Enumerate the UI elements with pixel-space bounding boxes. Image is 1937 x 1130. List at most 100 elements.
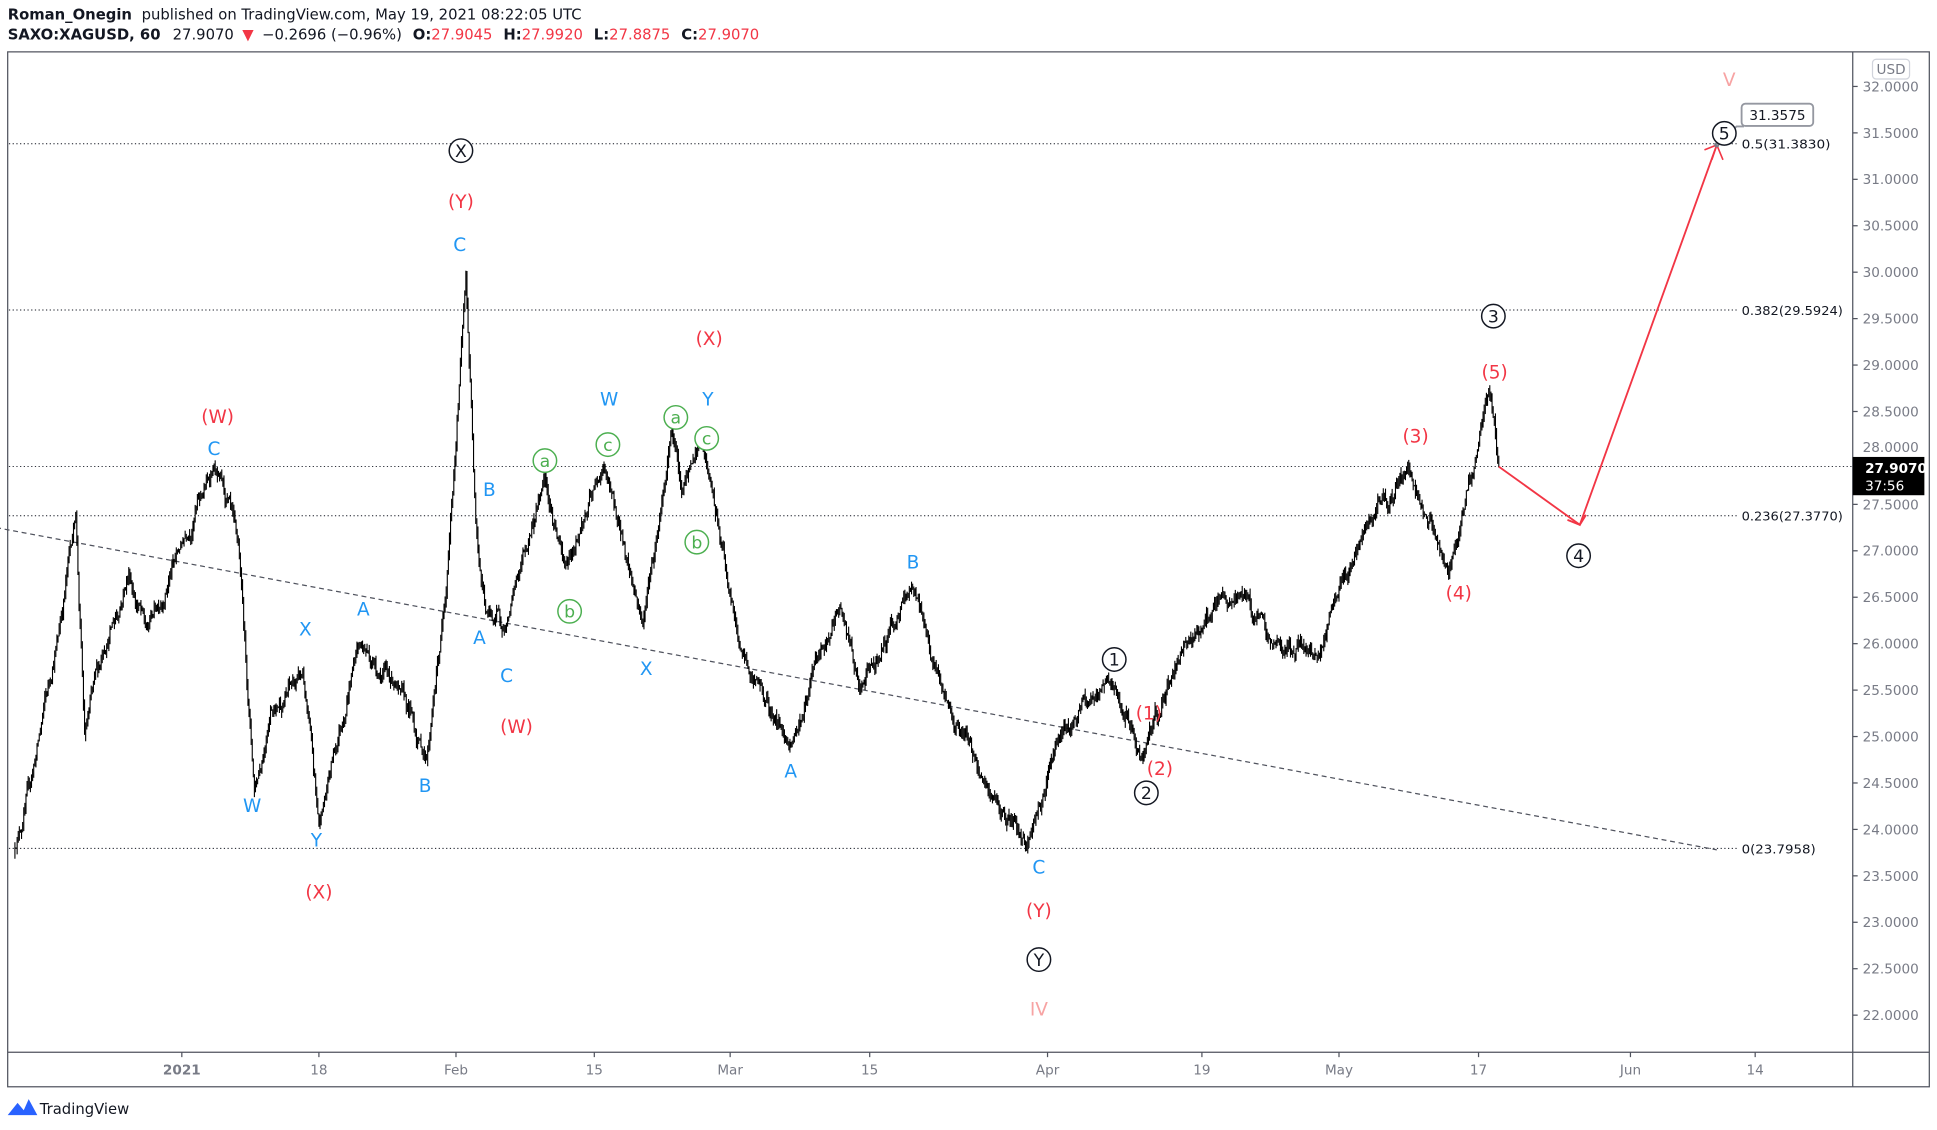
wave-label-text: 3 <box>1488 307 1499 327</box>
wave-label[interactable]: (1) <box>1136 703 1162 724</box>
currency-label: USD <box>1877 62 1906 78</box>
wave-label[interactable]: B <box>419 776 432 797</box>
price-tick-label: 27.5000 <box>1863 497 1919 513</box>
wave-label[interactable]: W <box>243 796 261 817</box>
wave-circle-icon <box>557 598 583 624</box>
wave-label[interactable]: 1 <box>1101 647 1127 672</box>
wave-label[interactable]: W <box>600 390 618 411</box>
wave-label[interactable]: C <box>207 439 220 460</box>
wave-label[interactable]: a <box>663 404 689 430</box>
wave-circle-icon <box>663 404 689 430</box>
wave-label-text: (Y) <box>1026 901 1052 922</box>
time-axis[interactable]: 2021 18 Feb 15 Mar 15 Apr 19 May 17 Jun 14 <box>163 1052 1764 1078</box>
wave-label[interactable]: c <box>694 425 720 451</box>
price-tick-label: 28.0000 <box>1863 440 1919 456</box>
wave-label[interactable]: 5 <box>1711 120 1737 146</box>
time-tick-label: Feb <box>444 1062 468 1078</box>
wave-label[interactable]: X <box>640 659 653 680</box>
wave-label-text: c <box>603 436 613 456</box>
price-tick-label: 31.0000 <box>1863 172 1919 188</box>
wave-label[interactable]: C <box>453 235 466 256</box>
trendline[interactable] <box>0 527 1717 851</box>
wave-label[interactable]: X <box>299 619 312 640</box>
wave-label-text: W <box>243 796 261 817</box>
wave-label-text: (Y) <box>448 192 474 213</box>
wave-label[interactable]: B <box>483 480 496 501</box>
low-value: 27.8875 <box>609 27 670 44</box>
author-name[interactable]: Roman_Onegin <box>8 7 132 24</box>
wave-label-text: B <box>907 553 920 574</box>
wave-label[interactable]: X <box>448 138 474 164</box>
wave-label[interactable]: (2) <box>1147 759 1173 780</box>
plot-area[interactable]: 0.5(31.3830) 0.382(29.5924) 0.236(27.3770)… <box>0 70 1853 1021</box>
wave-label[interactable]: V <box>1723 70 1736 91</box>
wave-label-text: A <box>784 761 797 782</box>
close-label: C: <box>681 27 698 44</box>
wave-label[interactable]: (5) <box>1481 362 1507 383</box>
fib-level-label: 0(23.7958) <box>1742 842 1816 856</box>
wave-circle-icon <box>1133 780 1159 806</box>
wave-label-text: 1 <box>1109 651 1120 671</box>
wave-label[interactable]: (Y) <box>448 192 474 213</box>
price-callout-label: 31.3575 <box>1749 108 1805 124</box>
wave-label[interactable]: Y <box>701 390 714 411</box>
wave-label[interactable]: (W) <box>500 717 533 738</box>
price-tick-label: 26.5000 <box>1863 590 1919 606</box>
wave-label[interactable]: (W) <box>201 407 234 428</box>
wave-circle-icon <box>448 138 474 164</box>
currency-badge[interactable]: USD <box>1871 58 1911 80</box>
wave-label-text: B <box>483 480 496 501</box>
projection-path[interactable] <box>1498 144 1718 527</box>
wave-label[interactable]: b <box>684 529 710 555</box>
wave-label-text: X <box>640 659 653 680</box>
time-tick-label: 18 <box>310 1062 327 1078</box>
wave-label-text: V <box>1723 70 1736 91</box>
wave-label[interactable]: IV <box>1030 1000 1048 1021</box>
wave-label-text: A <box>357 600 370 621</box>
wave-label[interactable]: A <box>473 628 486 649</box>
wave-label[interactable]: B <box>907 553 920 574</box>
wave-label[interactable]: C <box>500 666 513 687</box>
fib-level-label: 0.5(31.3830) <box>1742 138 1831 152</box>
wave-label[interactable]: (3) <box>1402 427 1428 448</box>
close-value: 27.9070 <box>698 27 759 44</box>
tradingview-logo-icon <box>7 1099 38 1116</box>
wave-label[interactable]: 2 <box>1133 780 1159 806</box>
high-label: H: <box>503 27 521 44</box>
wave-label[interactable]: (4) <box>1446 584 1472 605</box>
wave-label[interactable]: C <box>1032 858 1045 879</box>
wave-label[interactable]: A <box>357 600 370 621</box>
wave-circle-icon <box>1480 303 1506 329</box>
price-tick-label: 31.5000 <box>1863 126 1919 142</box>
wave-label[interactable]: A <box>784 761 797 782</box>
wave-label[interactable]: c <box>595 432 621 458</box>
tradingview-brand: TradingView <box>39 1101 129 1118</box>
fib-level-label: 0.382(29.5924) <box>1742 304 1843 318</box>
wave-label[interactable]: (X) <box>305 882 332 903</box>
wave-label[interactable]: Y <box>1026 947 1052 973</box>
wave-label-text: Y <box>310 831 323 852</box>
wave-label[interactable]: a <box>532 448 558 474</box>
price-tick-label: 25.5000 <box>1863 683 1919 699</box>
wave-label[interactable]: (X) <box>696 329 723 350</box>
wave-label[interactable]: 4 <box>1566 543 1592 569</box>
wave-label-text: (1) <box>1136 703 1162 724</box>
bar-countdown: 37:56 <box>1865 478 1904 494</box>
wave-label[interactable]: 3 <box>1480 303 1506 329</box>
wave-label[interactable]: b <box>557 598 583 624</box>
wave-label-text: (4) <box>1446 584 1472 605</box>
wave-label[interactable]: (Y) <box>1026 901 1052 922</box>
tradingview-logo[interactable]: TradingView <box>7 1099 130 1118</box>
wave-circle-icon <box>1566 543 1592 569</box>
publish-info: published on TradingView.com, May 19, 20… <box>142 7 582 24</box>
wave-label-text: W <box>600 390 618 411</box>
price-callout-box[interactable] <box>1740 102 1815 127</box>
price-tick-label: 30.0000 <box>1863 265 1919 281</box>
time-tick-label: Apr <box>1036 1062 1060 1078</box>
price-axis[interactable]: 32.0000 31.5000 31.0000 30.5000 30.0000 29.50… <box>1852 79 1919 1024</box>
wave-label-text: C <box>1032 858 1045 879</box>
wave-label[interactable]: Y <box>310 831 323 852</box>
header-line-1: Roman_Onegin published on TradingView.co… <box>8 7 582 24</box>
wave-label-text: c <box>702 430 712 450</box>
